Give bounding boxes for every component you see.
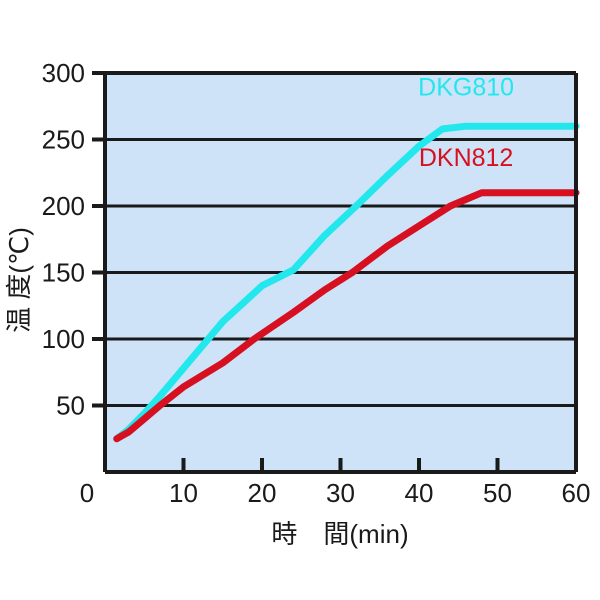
series-label-dkn812: DKN812 bbox=[419, 144, 514, 172]
y-tick-label-150: 150 bbox=[42, 258, 85, 288]
y-tick-label-100: 100 bbox=[42, 324, 85, 354]
x-tick-label-30: 30 bbox=[326, 478, 355, 508]
x-tick-label-0: 0 bbox=[80, 478, 94, 508]
y-tick-label-200: 200 bbox=[42, 191, 85, 221]
x-tick-label-50: 50 bbox=[483, 478, 512, 508]
series-lines bbox=[113, 122, 580, 443]
y-tick-label-300: 300 bbox=[42, 58, 85, 88]
y-axis-tick-labels: 50 100 150 200 250 300 bbox=[42, 58, 85, 421]
y-tick-label-50: 50 bbox=[56, 391, 85, 421]
series-label-dkg810: DKG810 bbox=[418, 74, 514, 102]
x-tick-label-10: 10 bbox=[169, 478, 198, 508]
x-axis-tick-labels: 0 10 20 30 40 50 60 bbox=[80, 478, 591, 508]
y-axis-ticks bbox=[92, 71, 105, 408]
gridlines bbox=[105, 138, 576, 407]
x-tick-label-40: 40 bbox=[405, 478, 434, 508]
series-line-dkg810 bbox=[113, 122, 580, 443]
series-annotations: DKG810 DKN812 bbox=[418, 74, 514, 172]
y-tick-label-250: 250 bbox=[42, 125, 85, 155]
series-line-dkn812 bbox=[113, 189, 580, 443]
y-axis-title: 温 度(℃) bbox=[4, 227, 34, 333]
x-tick-label-60: 60 bbox=[562, 478, 591, 508]
x-axis-ticks bbox=[181, 458, 500, 472]
x-axis-title: 時 間(min) bbox=[271, 519, 408, 549]
x-tick-label-20: 20 bbox=[248, 478, 277, 508]
